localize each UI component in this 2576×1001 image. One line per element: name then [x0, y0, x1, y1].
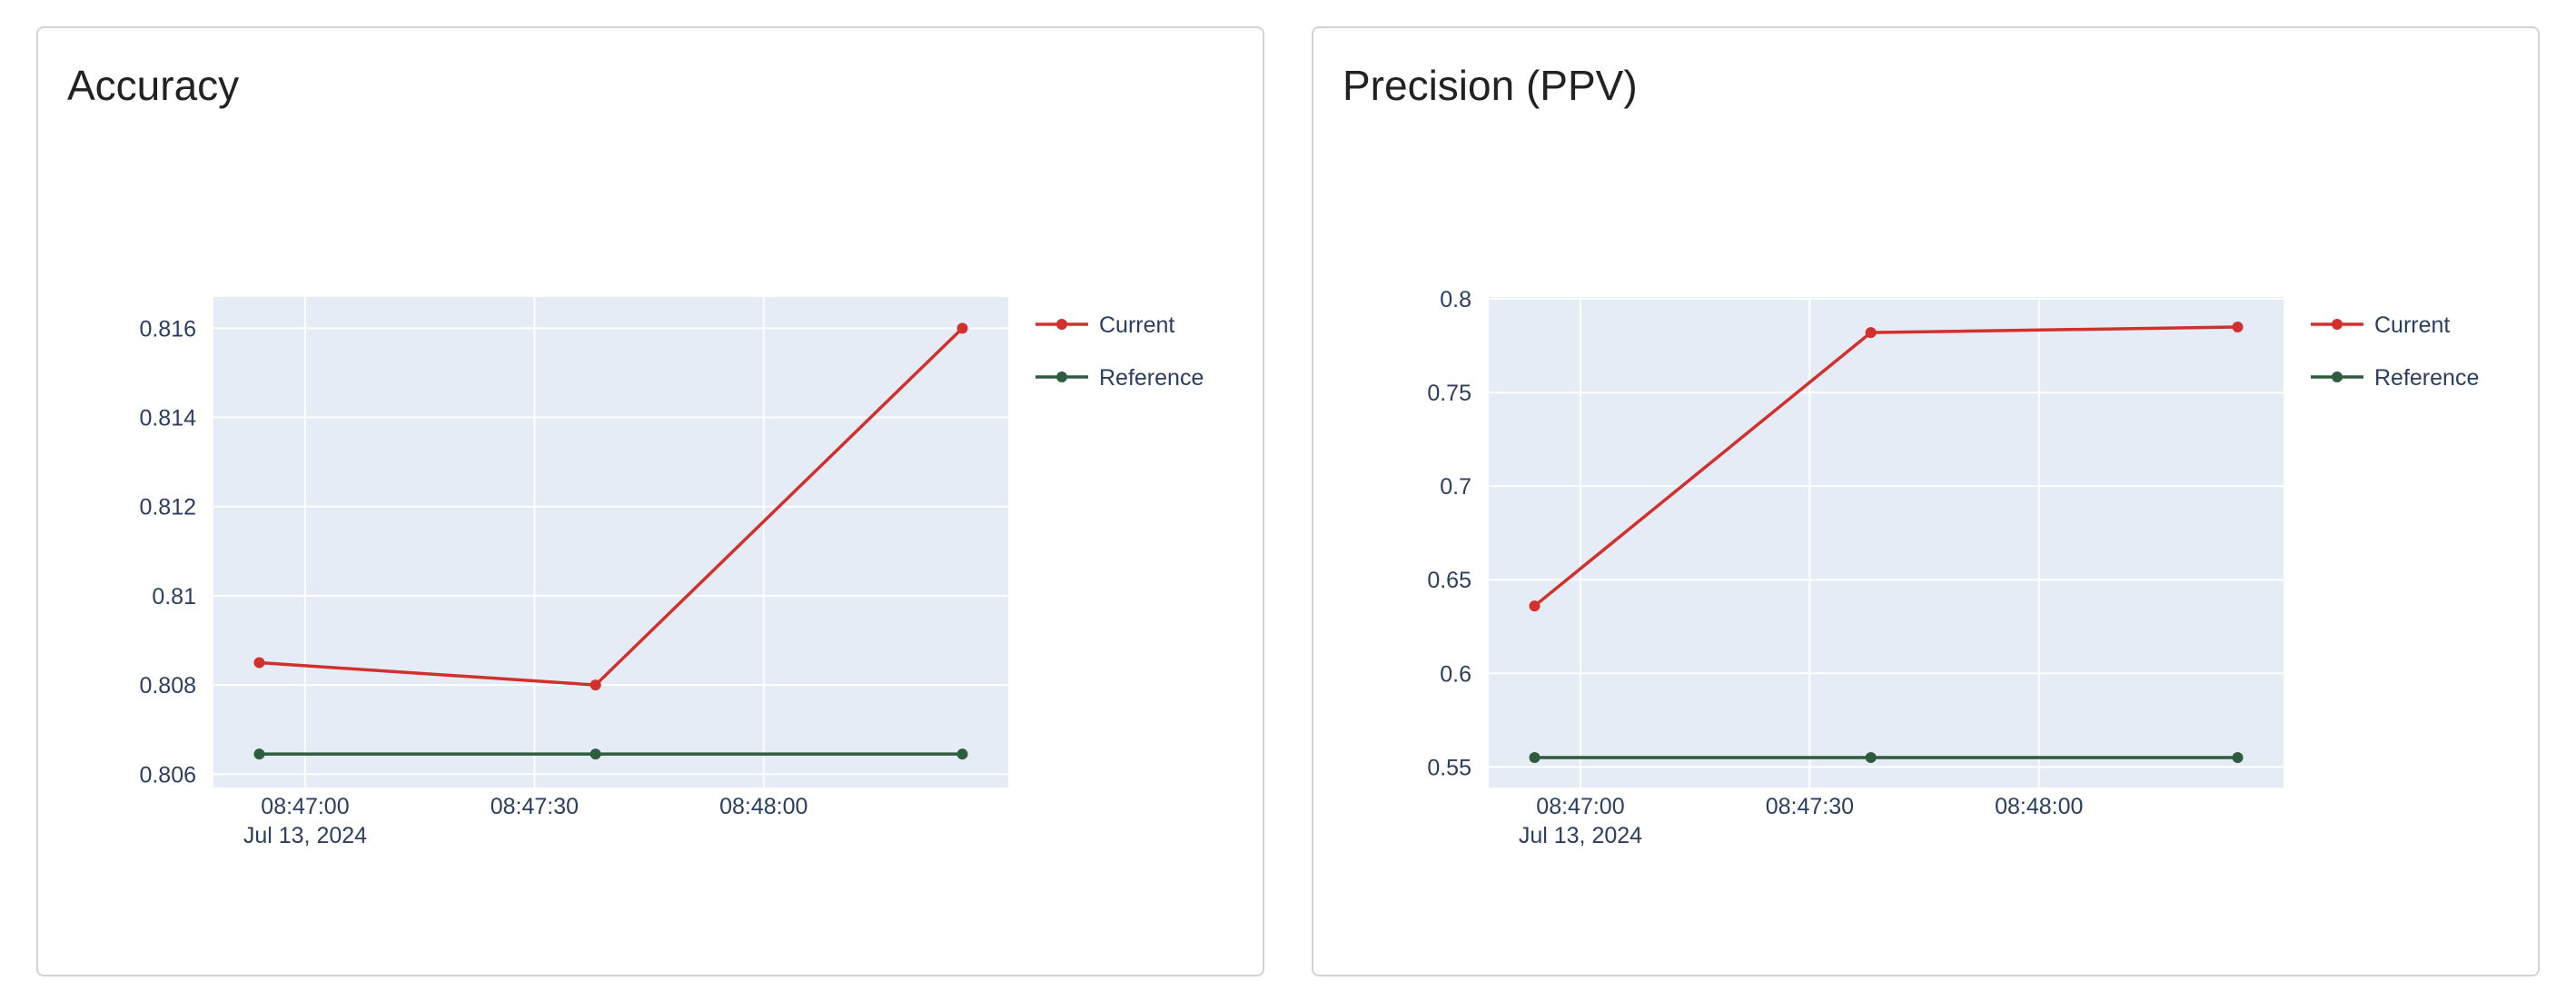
y-tick-label: 0.6: [1440, 661, 1471, 687]
x-tick-date-label: Jul 13, 2024: [243, 823, 367, 848]
x-tick-label: 08:47:00: [1536, 794, 1624, 819]
legend-marker: [2332, 319, 2343, 330]
y-tick-label: 0.808: [139, 673, 196, 699]
data-point-current: [1865, 327, 1877, 339]
x-tick-label: 08:47:30: [490, 794, 579, 819]
x-tick-label: 08:48:00: [719, 794, 807, 819]
legend-marker: [1056, 319, 1067, 330]
y-tick-label: 0.75: [1427, 381, 1471, 406]
legend-label: Reference: [2374, 365, 2479, 391]
y-tick-label: 0.65: [1427, 568, 1471, 593]
data-point-reference: [590, 748, 601, 760]
y-tick-label: 0.7: [1440, 474, 1471, 500]
x-tick-label: 08:47:30: [1766, 794, 1854, 819]
y-tick-label: 0.814: [139, 406, 196, 431]
accuracy-card: Accuracy 0.806 0.808 0.81 0.812 0.814 0.816 08…: [36, 26, 1264, 976]
legend-item-reference[interactable]: Reference: [1035, 365, 1204, 391]
data-point-reference: [2232, 752, 2244, 764]
y-tick-label: 0.816: [139, 316, 196, 342]
data-point-current: [956, 322, 968, 334]
accuracy-chart: 0.806 0.808 0.81 0.812 0.814 0.816 08:47:00 Jul…: [139, 297, 1204, 848]
plot-area: [1489, 297, 2284, 788]
legend-marker: [2332, 372, 2343, 382]
y-tick-label: 0.806: [139, 762, 196, 788]
data-point-current: [253, 657, 265, 669]
x-tick-date-label: Jul 13, 2024: [1519, 823, 1642, 848]
legend-item-current[interactable]: Current: [2311, 312, 2450, 338]
legend-marker: [1056, 372, 1067, 382]
data-point-current: [1529, 600, 1541, 612]
legend-item-current[interactable]: Current: [1035, 312, 1174, 338]
legend-item-reference[interactable]: Reference: [2311, 365, 2479, 391]
y-tick-label: 0.81: [152, 584, 196, 610]
chart-title: Precision (PPV): [1342, 62, 1638, 109]
data-point-reference: [1529, 752, 1541, 764]
y-tick-label: 0.55: [1427, 755, 1471, 780]
y-tick-label: 0.8: [1440, 287, 1471, 312]
data-point-current: [590, 679, 601, 691]
data-point-current: [2232, 321, 2244, 332]
legend-label: Reference: [1099, 365, 1204, 391]
x-tick-label: 08:48:00: [1995, 794, 2083, 819]
data-point-reference: [253, 748, 265, 760]
legend-label: Current: [1099, 312, 1174, 338]
precision-chart: 0.55 0.6 0.65 0.7 0.75 0.8 08:47:00 Jul 13, 202…: [1427, 287, 2479, 848]
data-point-reference: [956, 748, 968, 760]
legend-label: Current: [2374, 312, 2450, 338]
y-tick-label: 0.812: [139, 495, 196, 520]
plot-area: [213, 297, 1008, 788]
x-tick-label: 08:47:00: [261, 794, 349, 819]
chart-title: Accuracy: [67, 62, 240, 109]
data-point-reference: [1865, 752, 1877, 764]
precision-card: Precision (PPV) 0.55 0.6 0.65 0.7 0.75 0.8 08:…: [1312, 26, 2540, 976]
